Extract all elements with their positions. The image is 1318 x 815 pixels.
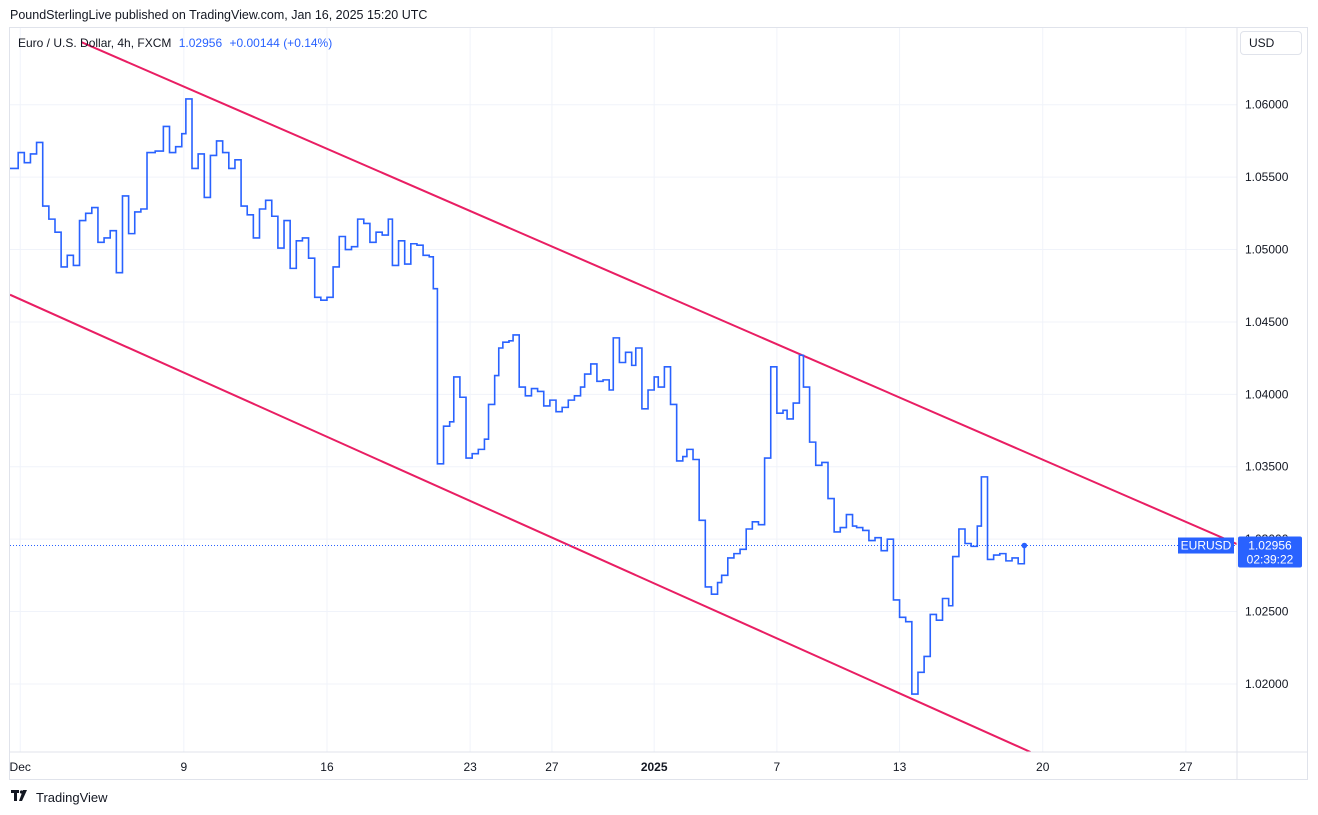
grid <box>10 28 1237 752</box>
lines <box>10 41 1237 752</box>
price-tick-label: 1.04000 <box>1245 387 1289 401</box>
time-tick-label: 27 <box>545 760 559 774</box>
footer-brand-text: TradingView <box>36 790 108 805</box>
price-change: +0.00144 (+0.14%) <box>229 36 333 50</box>
time-tick-label: 9 <box>180 760 187 774</box>
axes: 1.06000 1.05500 1.05000 1.04500 1.04000 1.035… <box>9 27 1308 780</box>
footer-brand[interactable]: TradingView <box>11 790 108 805</box>
channel-line <box>10 293 1031 752</box>
time-tick-label: Dec <box>10 760 31 774</box>
price-tick-label: 1.05000 <box>1245 243 1289 257</box>
price-tick-label: 1.05500 <box>1245 170 1289 184</box>
price-tick-label: 1.03500 <box>1245 460 1289 474</box>
time-tick-label: 7 <box>774 760 781 774</box>
price-tick-label: 1.02000 <box>1245 677 1289 691</box>
time-tick-label: 27 <box>1179 760 1193 774</box>
time-tick-label: 16 <box>320 760 334 774</box>
currency-button[interactable]: USD <box>1240 31 1302 55</box>
last-price-dot <box>1021 542 1028 549</box>
symbol-badge-label: EURUSD <box>1181 539 1232 553</box>
tradingview-logo-icon <box>11 790 31 805</box>
time-tick-label: 23 <box>463 760 477 774</box>
channel-line <box>81 41 1237 545</box>
publish-info: PoundSterlingLive published on TradingVi… <box>10 8 428 22</box>
symbol-name: Euro / U.S. Dollar, 4h, FXCM <box>18 36 172 50</box>
time-tick-label: 13 <box>893 760 907 774</box>
time-tick-label: 20 <box>1036 760 1050 774</box>
time-tick-label: 2025 <box>641 760 668 774</box>
price-badge-value: 1.02956 <box>1248 539 1292 553</box>
symbol-badge <box>1178 537 1234 554</box>
price-tick-label: 1.06000 <box>1245 98 1289 112</box>
price-badge <box>1238 536 1302 568</box>
price-badge-countdown: 02:39:22 <box>1247 553 1294 567</box>
price-step-line <box>10 98 1026 695</box>
symbol-legend[interactable]: Euro / U.S. Dollar, 4h, FXCM 1.02956 +0.… <box>18 36 332 50</box>
last-price: 1.02956 <box>178 36 223 50</box>
chart-frame <box>9 27 1308 780</box>
price-tick-label: 1.04500 <box>1245 315 1289 329</box>
price-tick-label: 1.02500 <box>1245 605 1289 619</box>
